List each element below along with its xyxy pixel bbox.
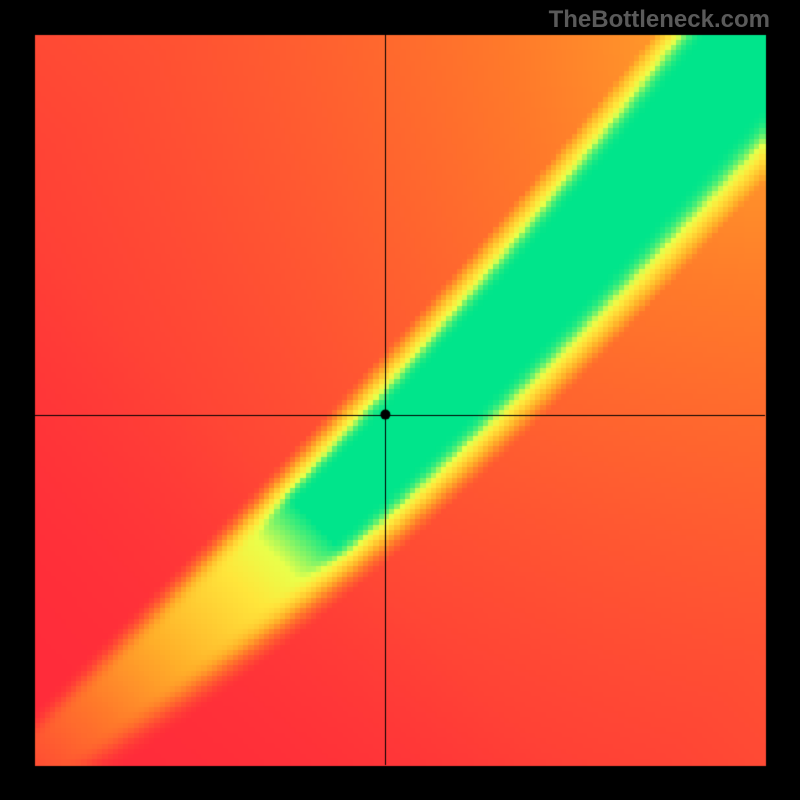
bottleneck-heatmap [0, 0, 800, 800]
chart-container: TheBottleneck.com [0, 0, 800, 800]
